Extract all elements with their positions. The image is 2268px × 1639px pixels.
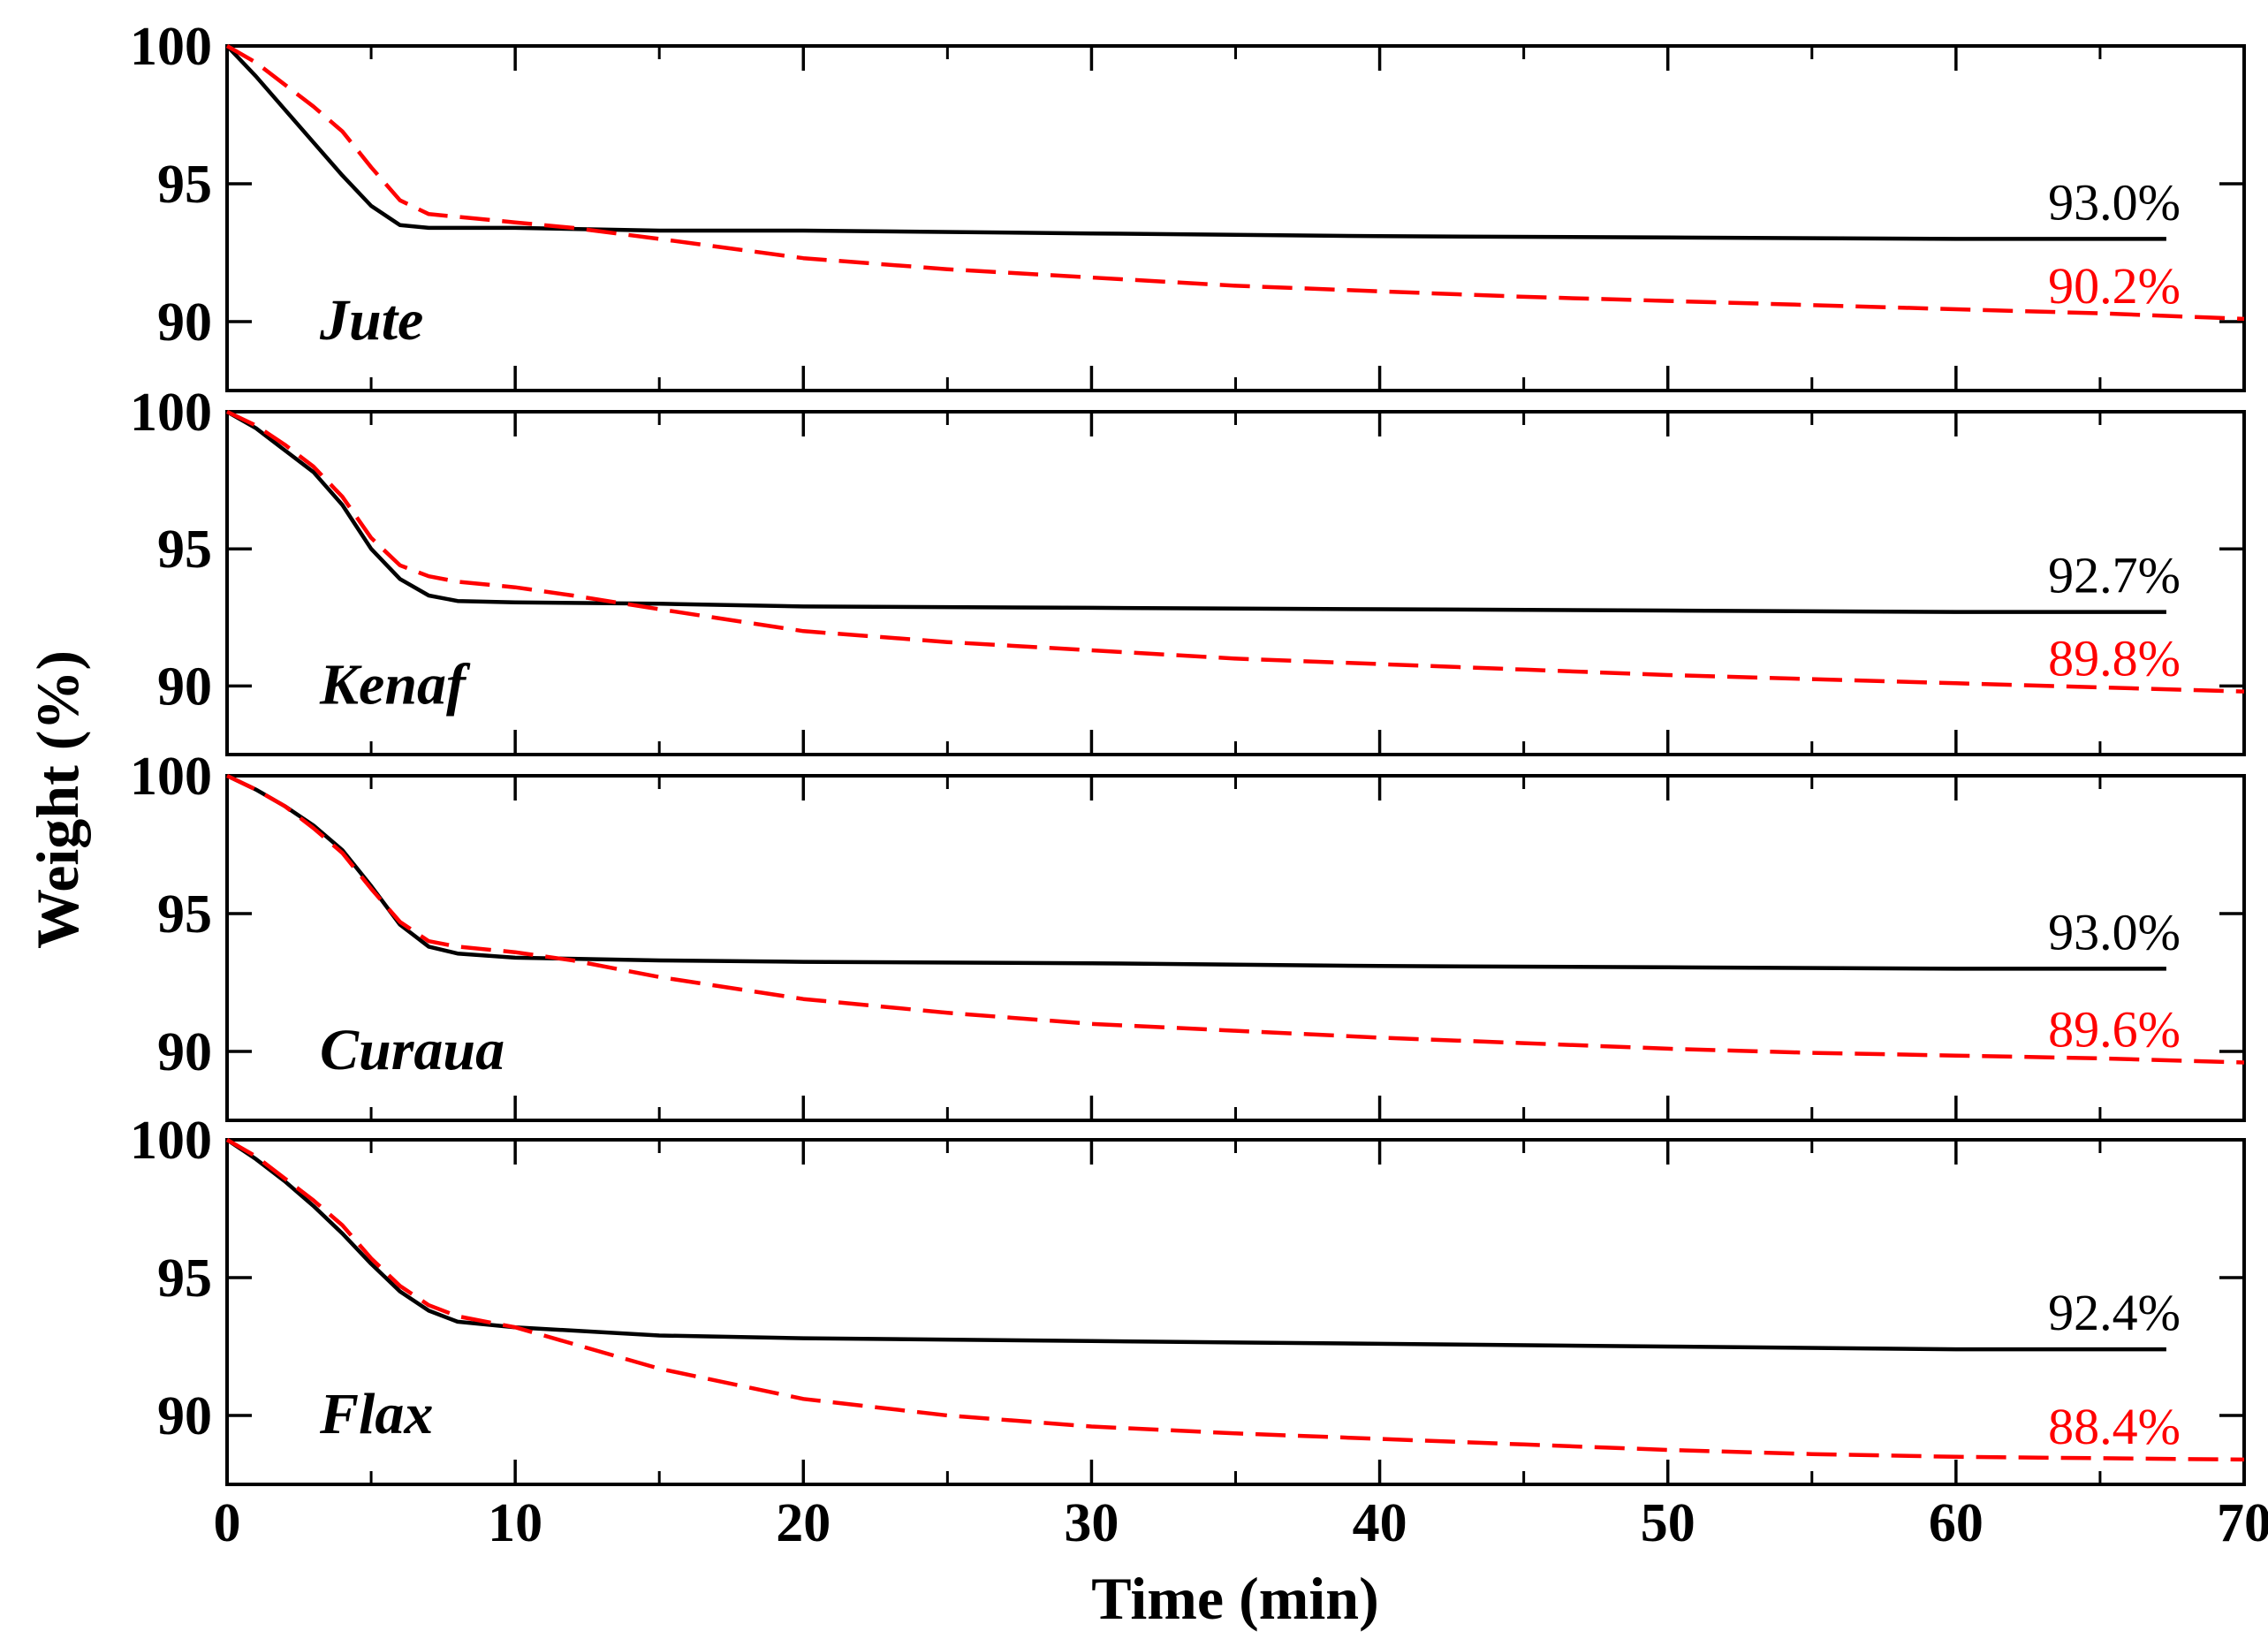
panel-curaua: 90 95 100 93.0% 89.6% Curaua <box>130 747 2246 1122</box>
curaua-end-label-red: 89.6% <box>2048 1000 2181 1058</box>
kenaf-series-black-solid <box>225 410 2166 614</box>
y-tick-label: 95 <box>157 155 212 215</box>
y-tick-label: 95 <box>157 520 212 580</box>
flax-series-black-solid <box>225 1138 2166 1352</box>
x-tick-label: 10 <box>488 1493 542 1553</box>
y-tick-label: 90 <box>157 1386 212 1446</box>
flax-end-label-red: 88.4% <box>2048 1398 2181 1455</box>
kenaf-end-label-red: 89.8% <box>2048 630 2181 687</box>
panel-label-flax: Flax <box>319 1382 433 1446</box>
y-tick-label: 95 <box>157 1248 212 1309</box>
y-tick-label: 90 <box>157 292 212 353</box>
y-tick-label: 95 <box>157 884 212 945</box>
x-axis-title: Time (min) <box>1091 1565 1379 1632</box>
x-tick-label: 40 <box>1353 1493 1407 1553</box>
y-tick-label: 100 <box>130 17 212 77</box>
y-tick-label: 100 <box>130 747 212 807</box>
kenaf-end-label-black: 92.7% <box>2048 547 2181 604</box>
jute-series-black-solid <box>225 44 2166 241</box>
x-tick-label: 50 <box>1641 1493 1695 1553</box>
panel-label-jute: Jute <box>319 288 423 353</box>
curaua-end-label-black: 93.0% <box>2048 903 2181 960</box>
y-tick-label: 100 <box>130 383 212 443</box>
panel-kenaf: 90 95 100 92.7% 89.8% Kenaf <box>130 383 2246 756</box>
jute-series-red-dashed <box>225 44 2245 322</box>
x-axis: 0 10 20 30 40 50 60 70 <box>214 1493 2268 1553</box>
x-tick-label: 30 <box>1064 1493 1119 1553</box>
x-tick-label: 70 <box>2217 1493 2268 1553</box>
panels: 90 95 100 93.0% 90.2% Jute 90 95 100 92.7% 89.8% Ke… <box>130 17 2246 1486</box>
y-tick-label: 100 <box>130 1111 212 1171</box>
y-tick-label: 90 <box>157 1022 212 1082</box>
jute-end-label-red: 90.2% <box>2048 257 2181 315</box>
x-tick-label: 60 <box>1929 1493 1984 1553</box>
x-tick-label: 0 <box>214 1493 241 1553</box>
y-axis-title: Weight (%) <box>24 650 91 949</box>
y-tick-label: 90 <box>157 656 212 717</box>
flax-series-red-dashed <box>225 1138 2245 1462</box>
flax-end-label-black: 92.4% <box>2048 1284 2181 1341</box>
kenaf-series-red-dashed <box>226 409 2245 694</box>
panel-label-curaua: Curaua <box>320 1018 504 1082</box>
jute-end-label-black: 93.0% <box>2048 173 2181 231</box>
panel-jute: 90 95 100 93.0% 90.2% Jute <box>130 17 2246 392</box>
panel-flax: 90 95 100 92.4% 88.4% Flax <box>130 1111 2246 1486</box>
x-tick-label: 20 <box>776 1493 831 1553</box>
panel-label-kenaf: Kenaf <box>319 652 471 717</box>
